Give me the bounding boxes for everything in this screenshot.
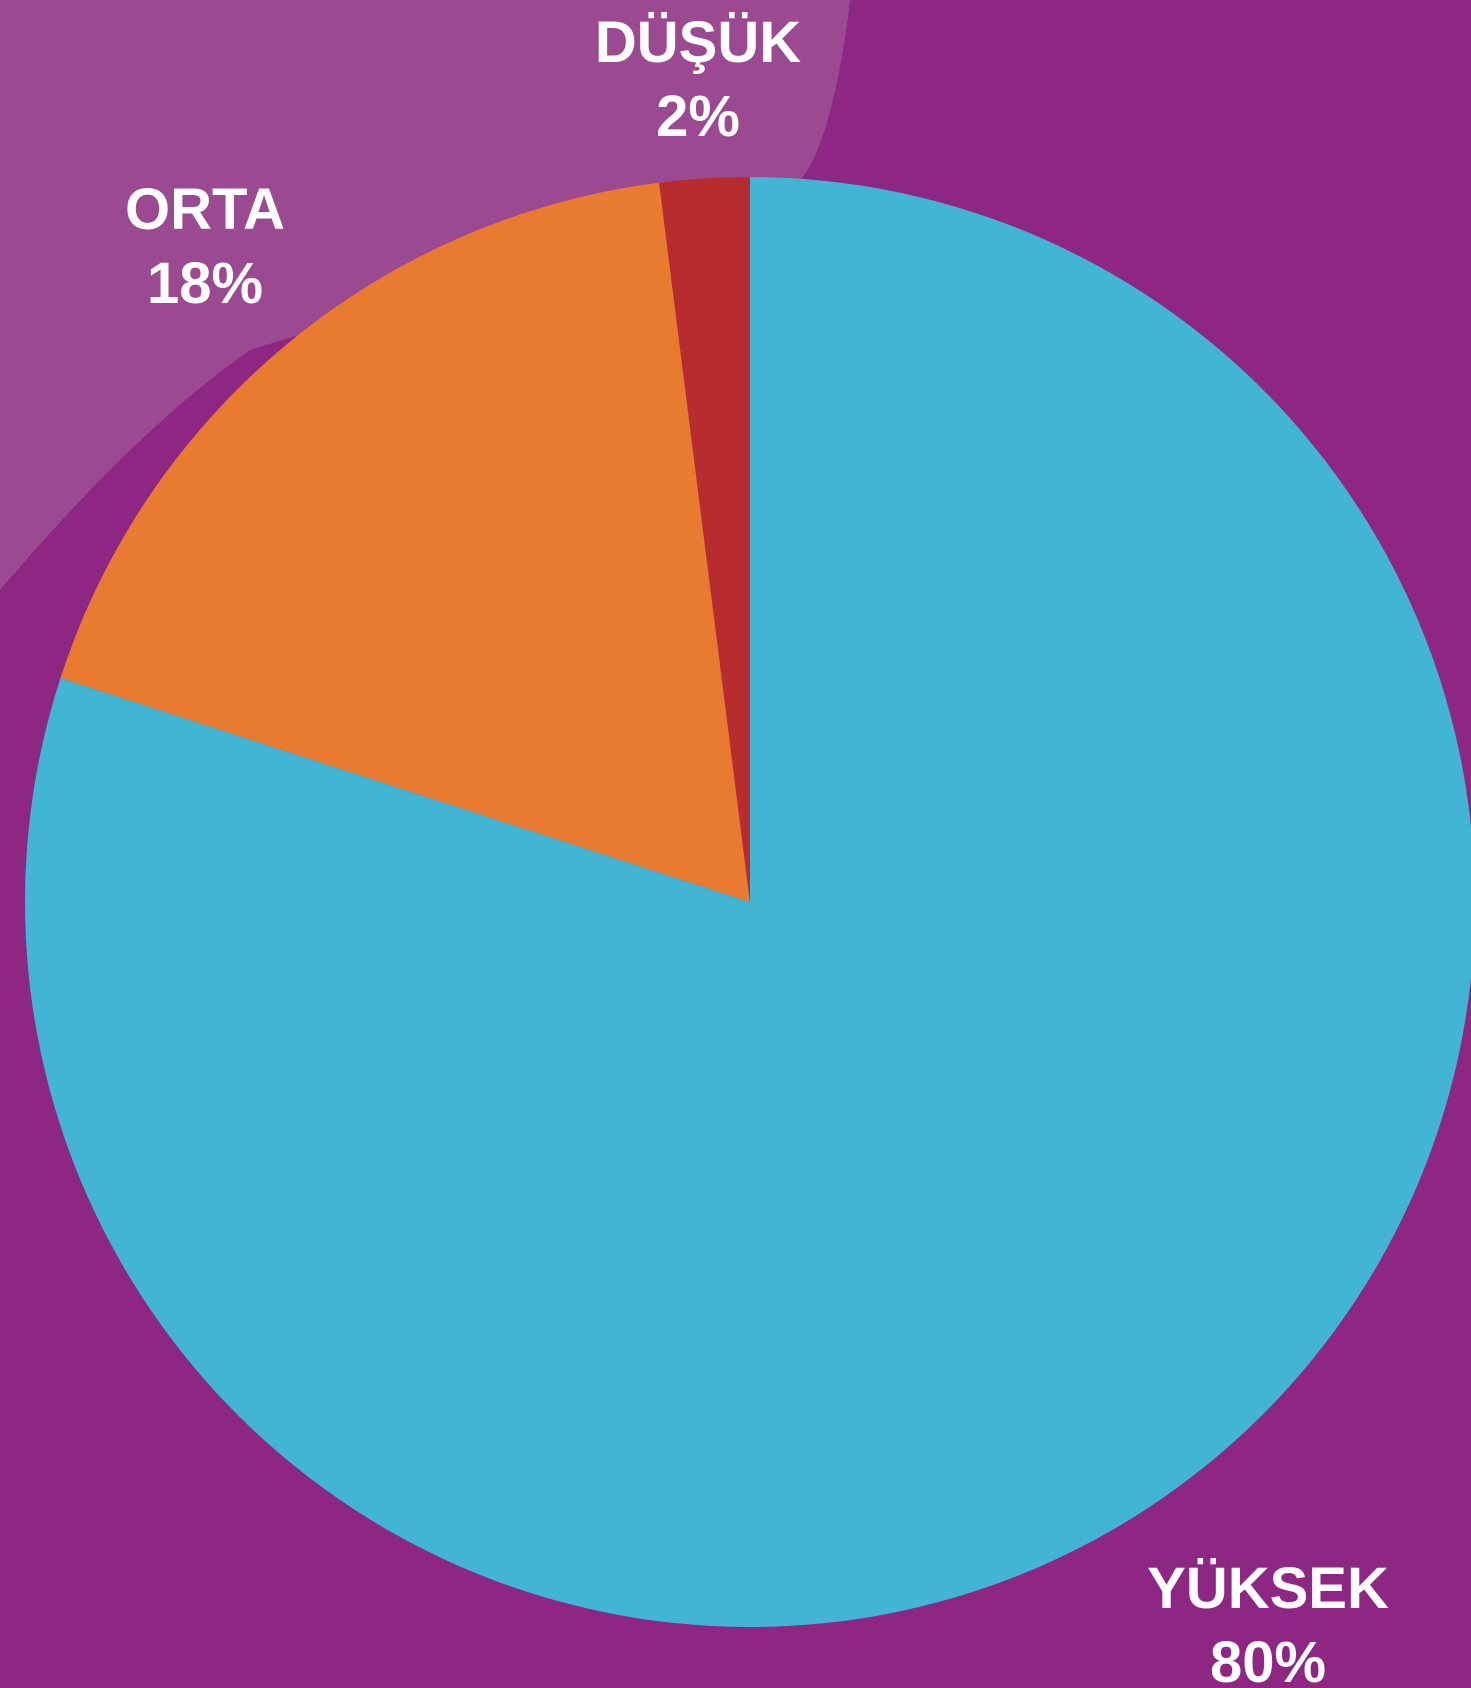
slice-label-value: 80% bbox=[1210, 1630, 1326, 1688]
slice-label-value: 2% bbox=[656, 84, 740, 149]
slice-labels: YÜKSEK 80% ORTA 18% DÜŞÜK 2% bbox=[125, 10, 1389, 1688]
slice-label-name: YÜKSEK bbox=[1147, 1556, 1389, 1621]
pie-slice-1 bbox=[25, 177, 1471, 1627]
slice-label-name: DÜŞÜK bbox=[595, 10, 801, 75]
pie-slice-2 bbox=[60, 182, 751, 902]
slice-label-name: ORTA bbox=[125, 177, 285, 242]
pie-slices bbox=[25, 177, 1471, 1627]
pie-slice-3 bbox=[659, 177, 750, 902]
slice-label-value: 18% bbox=[147, 251, 263, 316]
